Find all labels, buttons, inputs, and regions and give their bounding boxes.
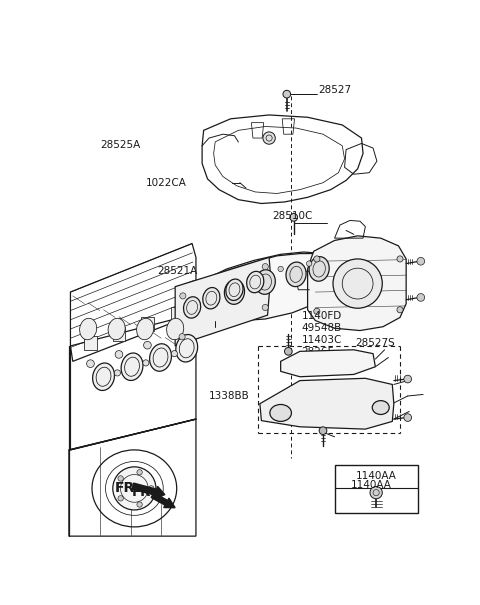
Text: 28265: 28265 — [301, 347, 335, 357]
Circle shape — [86, 360, 94, 367]
Ellipse shape — [286, 262, 306, 287]
Circle shape — [290, 214, 298, 221]
Circle shape — [397, 307, 403, 313]
Circle shape — [397, 256, 403, 262]
Text: 49548B: 49548B — [301, 323, 342, 333]
Polygon shape — [170, 307, 183, 321]
Circle shape — [144, 341, 151, 349]
Ellipse shape — [183, 297, 201, 318]
Circle shape — [247, 276, 252, 282]
Text: 28521A: 28521A — [158, 266, 198, 276]
Circle shape — [306, 261, 312, 266]
Text: FR.: FR. — [115, 482, 141, 495]
Circle shape — [149, 486, 154, 491]
Circle shape — [143, 360, 149, 366]
Polygon shape — [175, 257, 271, 346]
Text: 1338BB: 1338BB — [209, 391, 250, 401]
Ellipse shape — [372, 401, 389, 414]
Ellipse shape — [108, 318, 125, 340]
Circle shape — [114, 370, 120, 376]
Circle shape — [263, 132, 275, 144]
Circle shape — [278, 266, 283, 272]
Circle shape — [285, 347, 292, 355]
Circle shape — [171, 350, 178, 357]
Circle shape — [137, 502, 142, 507]
Ellipse shape — [137, 318, 154, 340]
Circle shape — [404, 375, 411, 383]
Circle shape — [417, 293, 425, 301]
Circle shape — [262, 264, 268, 270]
Circle shape — [319, 427, 327, 434]
Circle shape — [262, 304, 268, 310]
Ellipse shape — [224, 280, 244, 304]
Text: 1140AA: 1140AA — [351, 480, 392, 490]
FancyArrow shape — [132, 483, 165, 498]
Ellipse shape — [150, 344, 171, 371]
Circle shape — [417, 257, 425, 265]
Circle shape — [370, 486, 382, 499]
Text: FR.: FR. — [132, 486, 156, 499]
Circle shape — [118, 495, 123, 501]
Text: 1022CA: 1022CA — [146, 178, 187, 189]
Ellipse shape — [176, 335, 198, 362]
Polygon shape — [260, 378, 394, 429]
Text: 28527S: 28527S — [355, 338, 395, 348]
Text: 1140FD: 1140FD — [301, 311, 342, 321]
FancyArrow shape — [151, 492, 175, 508]
Ellipse shape — [203, 287, 220, 309]
Circle shape — [333, 259, 382, 308]
Polygon shape — [141, 318, 154, 332]
Circle shape — [113, 467, 156, 510]
Circle shape — [180, 293, 186, 299]
Circle shape — [404, 414, 411, 422]
Ellipse shape — [309, 257, 329, 281]
Ellipse shape — [80, 318, 96, 340]
Ellipse shape — [255, 270, 276, 294]
Circle shape — [118, 476, 123, 481]
Circle shape — [137, 469, 142, 475]
Polygon shape — [308, 236, 406, 330]
Circle shape — [283, 90, 291, 98]
Circle shape — [173, 330, 180, 338]
Ellipse shape — [270, 405, 291, 422]
Polygon shape — [206, 253, 324, 321]
Circle shape — [314, 256, 320, 262]
Text: 28510C: 28510C — [272, 211, 312, 221]
Ellipse shape — [167, 318, 184, 340]
Circle shape — [115, 350, 123, 358]
Text: 28527: 28527 — [318, 85, 351, 95]
Text: 28525A: 28525A — [100, 140, 141, 150]
Bar — [335, 465, 418, 513]
Text: 1140AA: 1140AA — [356, 471, 396, 481]
Text: 11403C: 11403C — [301, 335, 342, 344]
Ellipse shape — [247, 272, 264, 293]
Polygon shape — [113, 327, 125, 341]
Circle shape — [179, 333, 185, 340]
Ellipse shape — [121, 353, 143, 381]
Polygon shape — [281, 350, 375, 377]
Polygon shape — [84, 336, 96, 350]
Ellipse shape — [226, 279, 243, 301]
Circle shape — [314, 308, 320, 315]
Text: 11403C: 11403C — [301, 359, 342, 369]
Ellipse shape — [93, 363, 115, 390]
